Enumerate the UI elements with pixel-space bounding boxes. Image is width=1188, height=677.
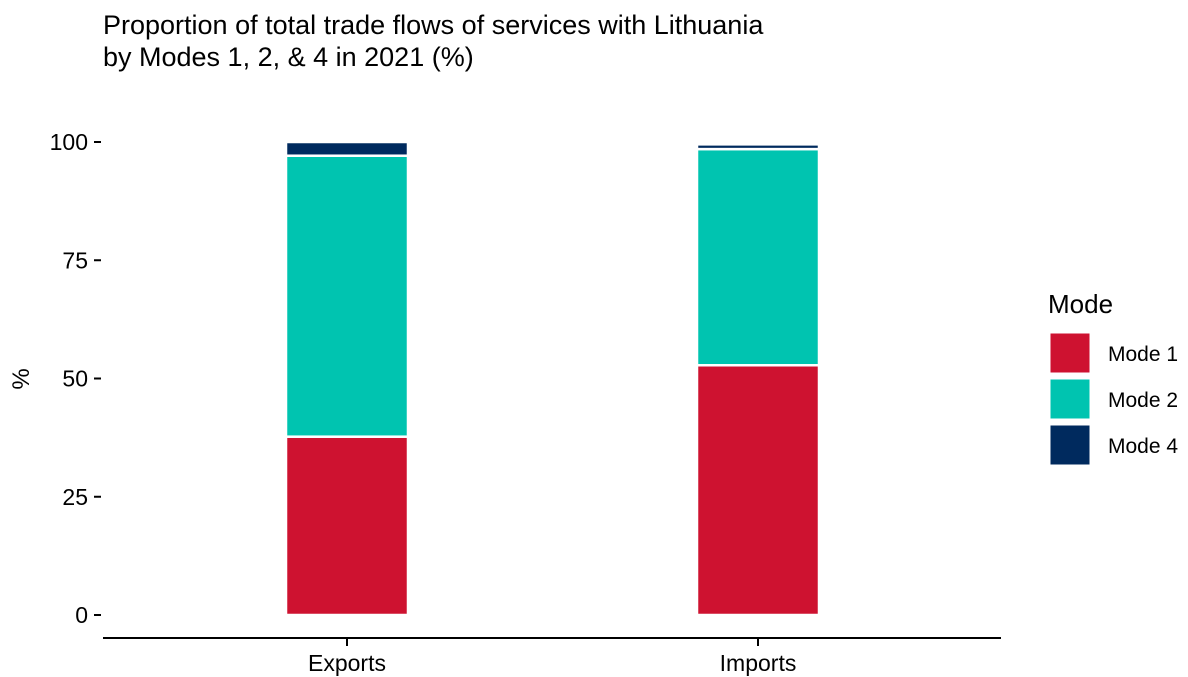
legend-swatch — [1049, 332, 1091, 374]
bar-segment-imports-mode-4 — [695, 143, 821, 151]
legend-label: Mode 4 — [1108, 435, 1178, 458]
bar-segment-imports-mode-1 — [695, 364, 821, 617]
bar-segment-exports-mode-1 — [284, 435, 410, 617]
y-tick-label: 100 — [50, 129, 88, 155]
legend-title: Mode — [1048, 289, 1113, 319]
x-axis: Exports Imports — [308, 638, 796, 676]
legend: Mode Mode 1 Mode 2 Mode 4 — [1048, 289, 1178, 466]
bar-segment-exports-mode-2 — [284, 154, 410, 438]
y-tick-label: 75 — [62, 247, 88, 273]
x-tick-label: Imports — [720, 650, 797, 676]
chart-subtitle: by Modes 1, 2, & 4 in 2021 (%) — [103, 42, 474, 72]
y-tick-label: 0 — [75, 602, 88, 628]
x-tick-label: Exports — [308, 650, 386, 676]
chart-title: Proportion of total trade flows of servi… — [103, 10, 764, 40]
y-axis: 0 25 50 75 100 — [50, 129, 101, 628]
bar-segment-imports-mode-2 — [695, 147, 821, 367]
y-axis-title: % — [8, 368, 35, 389]
y-tick-label: 25 — [62, 484, 88, 510]
y-tick-label: 50 — [62, 366, 88, 392]
legend-swatch — [1049, 424, 1091, 466]
legend-items: Mode 1 Mode 2 Mode 4 — [1049, 332, 1178, 466]
legend-label: Mode 2 — [1108, 389, 1178, 412]
legend-label: Mode 1 — [1108, 343, 1178, 366]
legend-swatch — [1049, 378, 1091, 420]
bar-segment-exports-mode-4 — [284, 140, 410, 157]
bars — [284, 140, 821, 617]
